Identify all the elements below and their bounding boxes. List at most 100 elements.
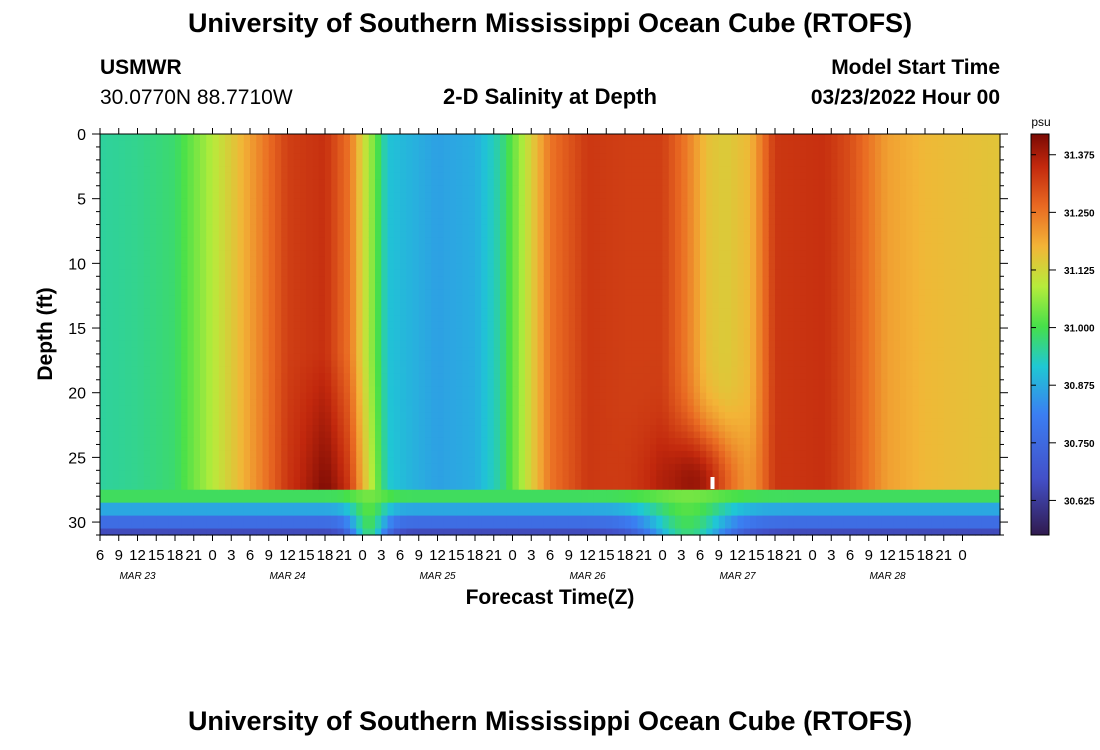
heatmap-cell (481, 263, 489, 271)
heatmap-cell (193, 315, 201, 323)
heatmap-cell (193, 528, 201, 536)
heatmap-cell (275, 315, 282, 323)
heatmap-cell (131, 198, 139, 206)
heatmap-cell (556, 269, 564, 277)
heatmap-cell (243, 179, 251, 187)
heatmap-cell (306, 146, 314, 155)
heatmap-cell (181, 315, 189, 323)
heatmap-cell (606, 425, 614, 433)
heatmap-cell (125, 386, 132, 394)
heatmap-cell (300, 392, 307, 400)
heatmap-cell (281, 134, 289, 142)
heatmap-cell (343, 295, 351, 303)
heatmap-cell (550, 185, 557, 193)
heatmap-cell (187, 502, 195, 517)
heatmap-cell (225, 502, 232, 517)
heatmap-cell (168, 502, 176, 517)
heatmap-cell (337, 437, 345, 446)
heatmap-cell (562, 315, 570, 323)
heatmap-cell (125, 340, 132, 349)
heatmap-cell (500, 412, 507, 420)
heatmap-cell (225, 425, 232, 433)
heatmap-cell (406, 140, 414, 148)
heatmap-cell (506, 172, 514, 180)
heatmap-cell (281, 399, 289, 407)
heatmap-cell (343, 166, 351, 174)
heatmap-cell (293, 399, 301, 407)
heatmap-cell (137, 340, 145, 349)
heatmap-cell (425, 243, 432, 252)
heatmap-cell (268, 489, 276, 504)
heatmap-cell (200, 340, 207, 349)
heatmap-cell (262, 405, 270, 413)
heatmap-cell (293, 476, 301, 484)
heatmap-cell (331, 444, 339, 452)
heatmap-cell (531, 295, 539, 303)
heatmap-cell (293, 470, 301, 478)
heatmap-cell (193, 399, 201, 407)
heatmap-cell (125, 450, 132, 458)
heatmap-cell (500, 192, 507, 200)
heatmap-cell (412, 302, 420, 310)
heatmap-cell (131, 263, 139, 271)
heatmap-cell (550, 153, 557, 161)
heatmap-cell (306, 386, 314, 394)
heatmap-cell (281, 450, 289, 458)
heatmap-cell (218, 218, 226, 226)
heatmap-cell (300, 463, 307, 471)
heatmap-cell (118, 282, 126, 290)
heatmap-cell (556, 172, 564, 180)
heatmap-cell (350, 457, 357, 465)
heatmap-cell (350, 450, 357, 458)
heatmap-cell (231, 528, 239, 536)
heatmap-cell (406, 483, 414, 491)
heatmap-cell (468, 315, 476, 323)
heatmap-cell (381, 425, 389, 433)
heatmap-cell (200, 437, 207, 446)
heatmap-cell (268, 353, 276, 361)
heatmap-cell (487, 405, 495, 413)
heatmap-cell (600, 269, 607, 277)
heatmap-cell (250, 146, 257, 155)
heatmap-cell (512, 386, 520, 394)
heatmap-cell (156, 502, 164, 517)
heatmap-cell (362, 437, 370, 446)
heatmap-cell (362, 256, 370, 264)
heatmap-cell (425, 353, 432, 361)
heatmap-cell (575, 470, 582, 478)
heatmap-cell (337, 224, 345, 232)
heatmap-cell (143, 159, 151, 167)
heatmap-cell (425, 328, 432, 336)
heatmap-cell (606, 399, 614, 407)
heatmap-cell (112, 425, 120, 433)
heatmap-cell (393, 302, 401, 310)
heatmap-cell (287, 211, 295, 219)
heatmap-cell (418, 231, 426, 239)
heatmap-cell (618, 146, 626, 155)
heatmap-cell (387, 373, 395, 381)
heatmap-cell (287, 328, 295, 336)
heatmap-cell (362, 224, 370, 232)
heatmap-cell (500, 515, 507, 530)
heatmap-cell (112, 328, 120, 336)
heatmap-cell (137, 302, 145, 310)
heatmap-cell (362, 489, 370, 504)
heatmap-cell (493, 211, 501, 219)
heatmap-cell (350, 172, 357, 180)
heatmap-cell (512, 211, 520, 219)
heatmap-cell (131, 366, 139, 374)
heatmap-cell (243, 515, 251, 530)
heatmap-cell (181, 437, 189, 446)
heatmap-cell (400, 470, 407, 478)
heatmap-cell (100, 198, 107, 206)
heatmap-cell (268, 450, 276, 458)
heatmap-cell (550, 250, 557, 258)
heatmap-cell (362, 302, 370, 310)
heatmap-cell (250, 502, 257, 517)
heatmap-cell (493, 166, 501, 174)
heatmap-cell (175, 289, 182, 297)
heatmap-cell (525, 515, 532, 530)
heatmap-cell (243, 295, 251, 303)
heatmap-cell (293, 463, 301, 471)
heatmap-cell (493, 463, 501, 471)
